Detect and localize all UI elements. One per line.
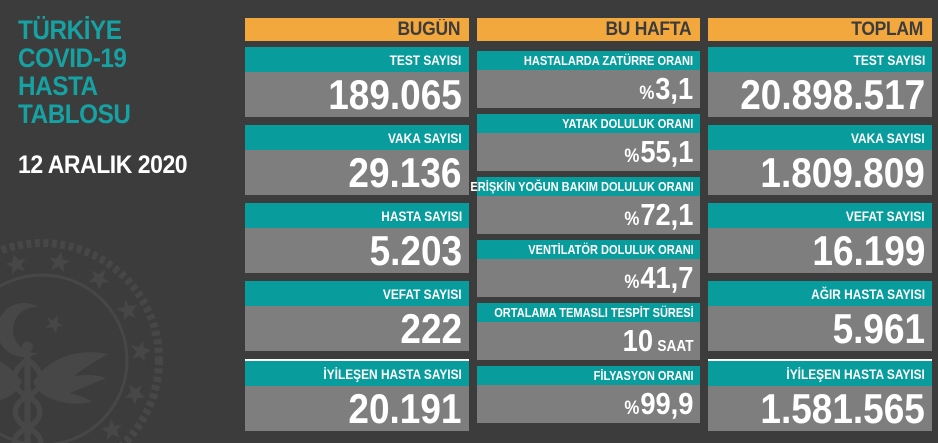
column-header-bugun: BUGÜN — [245, 18, 469, 41]
stat-value: 1.581.565 — [708, 385, 933, 432]
stat-columns: BUGÜN TEST SAYISI 189.065 VAKA SAYISI 29… — [245, 18, 933, 439]
emblem-caduceus — [0, 341, 108, 443]
stat-label: HASTA SAYISI — [245, 203, 469, 228]
emblem-crescent-star — [0, 303, 64, 357]
stat-card: VEFAT SAYISI 222 — [245, 281, 469, 352]
stat-value: %3,1 — [476, 70, 701, 108]
stat-card: HASTA SAYISI 5.203 — [245, 203, 469, 274]
stat-card: VEFAT SAYISI 16.199 — [708, 203, 933, 274]
sidebar: TÜRKİYE COVID-19 HASTA TABLOSU 12 ARALIK… — [0, 0, 245, 443]
stat-label: VEFAT SAYISI — [245, 281, 469, 306]
stat-card: İYİLEŞEN HASTA SAYISI 1.581.565 — [708, 359, 933, 432]
stat-card: AĞIR HASTA SAYISI 5.961 — [708, 281, 933, 352]
column-header-bu-hafta: BU HAFTA — [476, 18, 701, 41]
stat-value: 5.961 — [708, 305, 933, 352]
column-bu-hafta: BU HAFTA HASTALARDA ZATÜRRE ORANI %3,1 Y… — [470, 18, 701, 439]
stat-label: İYİLEŞEN HASTA SAYISI — [245, 361, 469, 386]
stat-label: ERİŞKİN YOĞUN BAKIM DOLULUK ORANI — [470, 177, 701, 196]
stat-label: TEST SAYISI — [708, 47, 933, 72]
page-title: TÜRKİYE COVID-19 HASTA TABLOSU — [18, 16, 143, 128]
stat-value: 20.191 — [245, 385, 469, 432]
stat-value: 222 — [245, 305, 469, 352]
column-toplam: TOPLAM TEST SAYISI 20.898.517 VAKA SAYIS… — [708, 18, 933, 439]
stat-value: 1.809.809 — [708, 149, 933, 196]
stat-label: HASTALARDA ZATÜRRE ORANI — [476, 51, 701, 70]
report-date: 12 ARALIK 2020 — [18, 151, 188, 179]
stat-value: %72,1 — [476, 196, 701, 234]
column-bugun: BUGÜN TEST SAYISI 189.065 VAKA SAYISI 29… — [245, 18, 469, 439]
title-line: TABLOSU — [18, 99, 131, 129]
stat-value: %41,7 — [476, 259, 701, 297]
health-ministry-emblem-icon — [0, 239, 163, 443]
stat-value: 20.898.517 — [708, 71, 933, 118]
title-line: TÜRKİYE — [18, 15, 122, 45]
stat-label: ORTALAMA TEMASLI TESPİT SÜRESİ — [476, 303, 701, 322]
stat-label: TEST SAYISI — [245, 47, 469, 72]
emblem-stars — [5, 251, 152, 440]
stat-label: VAKA SAYISI — [245, 125, 469, 150]
stat-label: FİLYASYON ORANI — [476, 366, 701, 385]
title-line: HASTA — [18, 71, 98, 101]
stat-value: %99,9 — [476, 385, 701, 423]
stat-value: %55,1 — [476, 133, 701, 171]
stat-label: AĞIR HASTA SAYISI — [708, 281, 933, 306]
stat-card: ORTALAMA TEMASLI TESPİT SÜRESİ 10 SAAT — [476, 303, 701, 360]
stat-value: 5.203 — [245, 227, 469, 274]
stat-value: 10 SAAT — [476, 322, 701, 360]
stat-value: 189.065 — [245, 71, 469, 118]
stat-label: İYİLEŞEN HASTA SAYISI — [708, 361, 933, 386]
stat-label: YATAK DOLULUK ORANI — [476, 114, 701, 133]
stat-card: İYİLEŞEN HASTA SAYISI 20.191 — [245, 359, 469, 432]
stat-card: FİLYASYON ORANI %99,9 — [476, 366, 701, 423]
stat-value: 29.136 — [245, 149, 469, 196]
stat-card: VAKA SAYISI 1.809.809 — [708, 125, 933, 196]
stat-label: VAKA SAYISI — [708, 125, 933, 150]
stat-label: VENTİLATÖR DOLULUK ORANI — [476, 240, 701, 259]
stat-label: VEFAT SAYISI — [708, 203, 933, 228]
stat-card: YATAK DOLULUK ORANI %55,1 — [476, 114, 701, 171]
stat-card: TEST SAYISI 20.898.517 — [708, 47, 933, 118]
title-line: COVID-19 — [18, 43, 127, 73]
stat-card: VENTİLATÖR DOLULUK ORANI %41,7 — [476, 240, 701, 297]
stat-card: TEST SAYISI 189.065 — [245, 47, 469, 118]
stat-value: 16.199 — [708, 227, 933, 274]
stat-card: ERİŞKİN YOĞUN BAKIM DOLULUK ORANI %72,1 — [470, 177, 701, 234]
stat-card: VAKA SAYISI 29.136 — [245, 125, 469, 196]
stat-card: HASTALARDA ZATÜRRE ORANI %3,1 — [476, 51, 701, 108]
column-header-toplam: TOPLAM — [708, 18, 933, 41]
